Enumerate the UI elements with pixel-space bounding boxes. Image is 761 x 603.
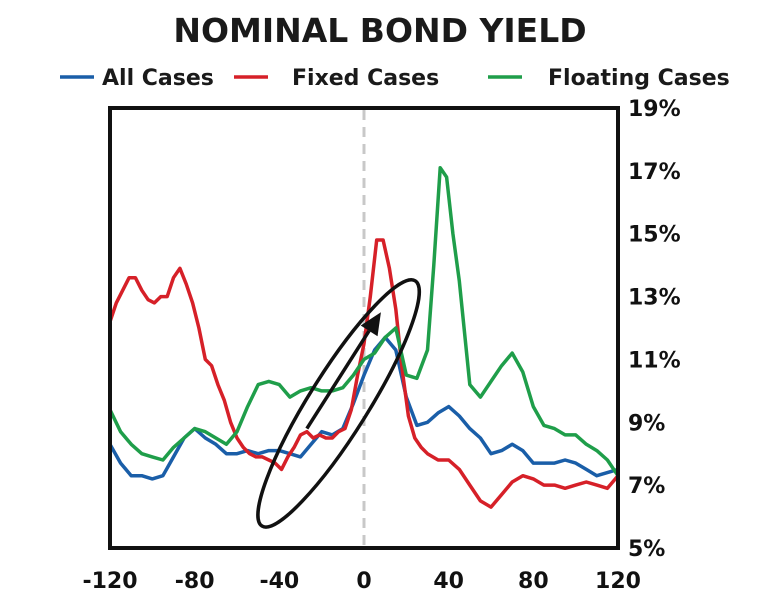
chart-title: NOMINAL BOND YIELD (173, 11, 586, 50)
x-tick-label: 40 (433, 569, 464, 594)
legend: All Cases Fixed Cases Floating Cases (60, 66, 730, 91)
x-axis-ticks: -120 -80 -40 0 40 80 120 (82, 569, 641, 594)
x-tick-label: -80 (175, 569, 215, 594)
y-tick-label: 17% (628, 160, 681, 185)
x-tick-label: 120 (595, 569, 641, 594)
y-tick-label: 9% (628, 411, 665, 436)
plot-frame (108, 106, 620, 550)
annotation-arrow-shaft (305, 329, 371, 430)
y-tick-label: 5% (628, 537, 665, 562)
x-tick-label: -40 (259, 569, 299, 594)
legend-label-all-cases: All Cases (102, 66, 214, 91)
y-tick-label: 15% (628, 223, 681, 248)
legend-label-floating-cases: Floating Cases (548, 66, 730, 91)
y-tick-label: 19% (628, 97, 681, 122)
x-tick-label: -120 (82, 569, 137, 594)
annotation-ellipse (256, 278, 421, 529)
series-line-fixed-cases (108, 238, 620, 509)
y-axis-ticks: 5% 7% 9% 11% 13% 15% 17% 19% (628, 97, 681, 562)
y-tick-label: 13% (628, 286, 681, 311)
x-tick-label: 0 (356, 569, 371, 594)
y-tick-label: 11% (628, 348, 681, 373)
series-line-floating-cases (108, 165, 620, 478)
y-tick-label: 7% (628, 474, 665, 499)
annotation-arrow-head (360, 312, 381, 337)
legend-label-fixed-cases: Fixed Cases (292, 66, 439, 91)
x-tick-label: 80 (518, 569, 549, 594)
